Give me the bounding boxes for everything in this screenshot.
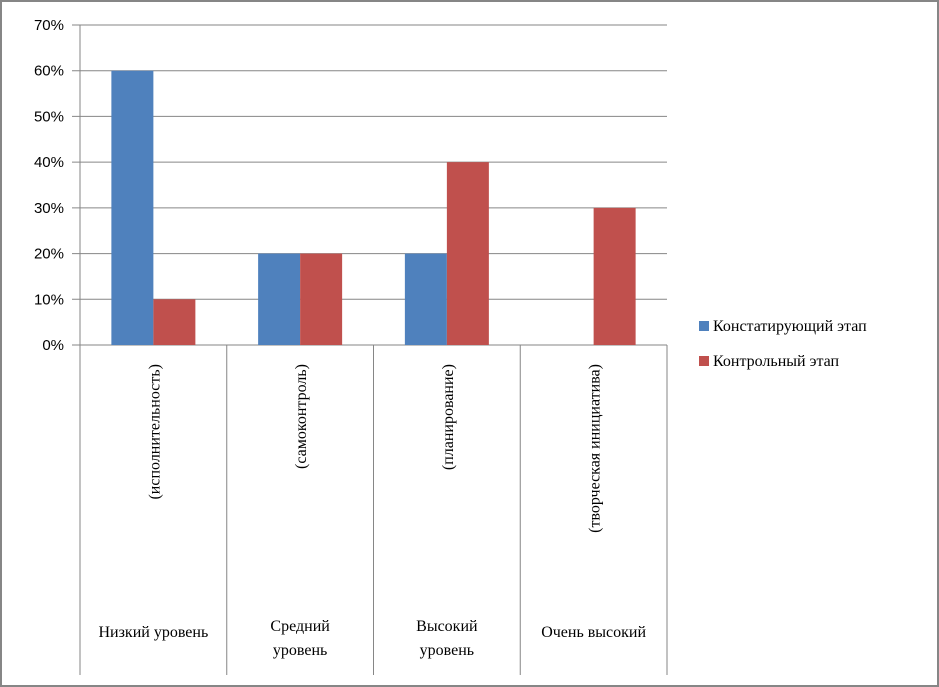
bar-constating (404, 253, 447, 345)
category-label: уровень (420, 642, 474, 659)
bar-constating (258, 253, 301, 345)
y-tick-label: 40% (34, 154, 64, 171)
category-sublabel: (самоконтроль) (293, 364, 310, 469)
y-tick-label: 10% (34, 291, 64, 308)
y-tick-label: 0% (42, 337, 64, 354)
category-label: уровень (273, 642, 327, 659)
bar-control (153, 299, 196, 345)
category-sublabel: (планирование) (440, 364, 457, 470)
legend-label: Констатирующий этап (713, 318, 867, 335)
bar-constating (111, 70, 154, 345)
category-sublabel: (творческая инициатива) (587, 364, 604, 533)
y-tick-label: 30% (34, 200, 64, 217)
bar-control (446, 162, 489, 345)
category-label: Очень высокий (541, 624, 646, 641)
bar-control (593, 207, 636, 345)
y-tick-label: 20% (34, 246, 64, 263)
y-tick-label: 50% (34, 108, 64, 125)
bar-control (300, 253, 343, 345)
legend-swatch (699, 321, 709, 331)
category-sublabel: (исполнительность) (146, 364, 163, 500)
category-label: Средний (270, 618, 330, 635)
legend-label: Контрольный этап (713, 353, 840, 370)
legend-swatch (699, 356, 709, 366)
y-tick-label: 60% (34, 63, 64, 80)
y-tick-label: 70% (34, 17, 64, 34)
category-label: Низкий уровень (98, 624, 208, 641)
category-label: Высокий (416, 618, 478, 635)
